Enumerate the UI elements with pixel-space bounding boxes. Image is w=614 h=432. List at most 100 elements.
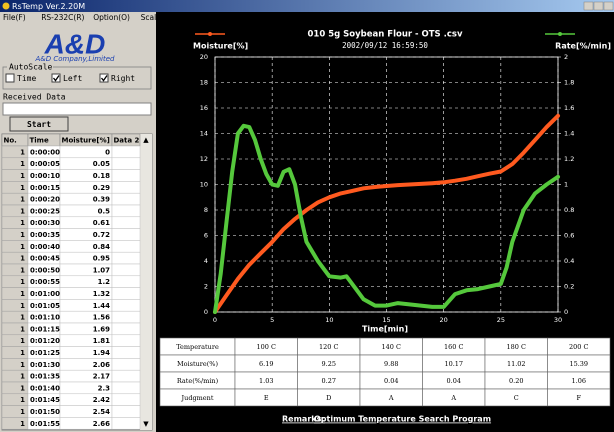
summary-cell xyxy=(547,388,611,407)
table-cell-text: 1 xyxy=(20,172,25,180)
logo-company: A&D Company,Limited xyxy=(35,55,116,63)
y2-tick-label: 0 xyxy=(564,308,568,316)
table-cell-text: 0:00:40 xyxy=(30,243,60,251)
table-cell-text: 1 xyxy=(20,266,25,274)
menu-item[interactable]: RS-232C(R) xyxy=(41,13,84,22)
y-axis-label: Moisture[%] xyxy=(193,42,248,51)
legend-marker xyxy=(208,32,212,36)
table-cell xyxy=(111,251,141,265)
table-cell-text: 1 xyxy=(20,278,25,286)
column-header-label: No. xyxy=(4,137,17,145)
menu-item[interactable]: Scale(S) xyxy=(141,13,172,22)
summary-cell-text: 200 C xyxy=(569,343,588,351)
close-button[interactable] xyxy=(603,1,614,11)
check-mark xyxy=(52,75,60,82)
table-cell xyxy=(111,240,141,253)
summary-cell-text: 0.20 xyxy=(509,377,523,385)
summary-cell-text: 15.39 xyxy=(569,360,588,368)
scrollbar[interactable] xyxy=(140,134,152,430)
table-cell-text: 1.69 xyxy=(93,325,110,333)
summary-cell-text: 0.04 xyxy=(447,377,461,385)
table-cell-text: 0:01:20 xyxy=(30,337,60,345)
table-cell-text: 0:01:15 xyxy=(30,325,60,333)
table-cell-text: 1.44 xyxy=(93,302,110,310)
table-cell-text: 1.32 xyxy=(93,290,110,298)
table-cell xyxy=(111,322,141,336)
x-axis-label: Time[min] xyxy=(362,325,408,334)
table-cell-text: 0.84 xyxy=(93,243,110,251)
table-cell xyxy=(111,346,141,359)
summary-cell-text: C xyxy=(514,394,519,402)
table-cell-text: 0:00:35 xyxy=(30,231,60,239)
y2-axis-label: Rate[%/min] xyxy=(555,42,611,51)
table-cell xyxy=(111,369,141,383)
table-cell-text: 0.95 xyxy=(93,255,110,263)
summary-cell-text: 140 C xyxy=(382,343,401,351)
received-data-label: Received Data xyxy=(3,93,66,102)
table-cell xyxy=(111,145,141,159)
maximize-button[interactable] xyxy=(593,1,604,11)
received-data-input[interactable] xyxy=(2,102,152,116)
y-tick-label: 18 xyxy=(200,79,208,87)
summary-cell-text: 10.17 xyxy=(444,360,463,368)
y-tick-label: 14 xyxy=(200,130,208,138)
minimize-button[interactable] xyxy=(583,1,594,11)
table-cell-text: 1 xyxy=(20,361,25,369)
summary-cell-text: 1.03 xyxy=(259,377,273,385)
table-cell-text: 0.61 xyxy=(93,219,110,227)
table-cell-text: 0:01:10 xyxy=(30,314,60,322)
table-cell xyxy=(111,204,141,218)
table-cell xyxy=(111,169,141,182)
table-cell-text: 1 xyxy=(20,302,25,310)
menu-item[interactable]: Option(O) xyxy=(93,13,130,22)
table-cell xyxy=(111,263,141,277)
legend-marker xyxy=(558,32,562,36)
y-tick-label: 6 xyxy=(204,232,208,240)
menu-item[interactable]: File(F) xyxy=(3,13,26,22)
scroll-up[interactable]: ▲ xyxy=(143,136,149,144)
y2-tick-label: 1 xyxy=(564,181,568,189)
table-cell-text: 0:01:35 xyxy=(30,373,60,381)
table-cell xyxy=(111,417,141,430)
table-cell xyxy=(111,381,141,395)
x-tick-label: 15 xyxy=(382,316,390,324)
scroll-down[interactable]: ▼ xyxy=(143,420,149,428)
checkbox[interactable] xyxy=(51,73,61,83)
table-cell-text: 1 xyxy=(20,325,25,333)
table-cell-text: 0 xyxy=(105,148,110,156)
summary-cell-text: 0.27 xyxy=(322,377,336,385)
x-tick-label: 25 xyxy=(497,316,505,324)
start-button[interactable] xyxy=(9,116,69,132)
table-cell-text: 2.66 xyxy=(93,420,110,428)
table-cell xyxy=(111,393,141,406)
x-tick-label: 30 xyxy=(554,316,562,324)
table-cell-text: 0:01:25 xyxy=(30,349,60,357)
table-cell xyxy=(111,287,141,300)
table-cell-text: 0:01:00 xyxy=(30,290,60,298)
series-line xyxy=(213,123,560,314)
table-cell xyxy=(111,299,141,312)
y2-tick-label: 0.6 xyxy=(564,232,574,240)
table-cell xyxy=(111,228,141,241)
table-cell-text: 1 xyxy=(20,243,25,251)
table-cell-text: 0.5 xyxy=(98,207,111,215)
summary-cell-text: 9.25 xyxy=(322,360,336,368)
start-button-label[interactable]: Start xyxy=(27,120,51,129)
table-cell xyxy=(111,192,141,206)
column-header-label: Data 2 xyxy=(114,137,140,145)
table-cell-text: 2.54 xyxy=(93,408,110,416)
summary-cell-text: 9.88 xyxy=(384,360,398,368)
column-header-label: Moisture[%] xyxy=(62,137,110,145)
table-cell-text: 1 xyxy=(20,337,25,345)
summary-cell-text: A xyxy=(388,394,394,402)
checkbox[interactable] xyxy=(99,73,109,83)
table-cell-text: 1 xyxy=(20,219,25,227)
table-cell-text: 1 xyxy=(20,384,25,392)
checkbox-label: Left xyxy=(63,74,82,83)
check-mark xyxy=(100,75,108,82)
y-tick-label: 16 xyxy=(200,104,208,112)
table-cell-text: 2.17 xyxy=(93,373,110,381)
summary-cell-text: 120 C xyxy=(319,343,338,351)
checkbox[interactable] xyxy=(5,73,15,83)
y-tick-label: 4 xyxy=(204,257,208,265)
